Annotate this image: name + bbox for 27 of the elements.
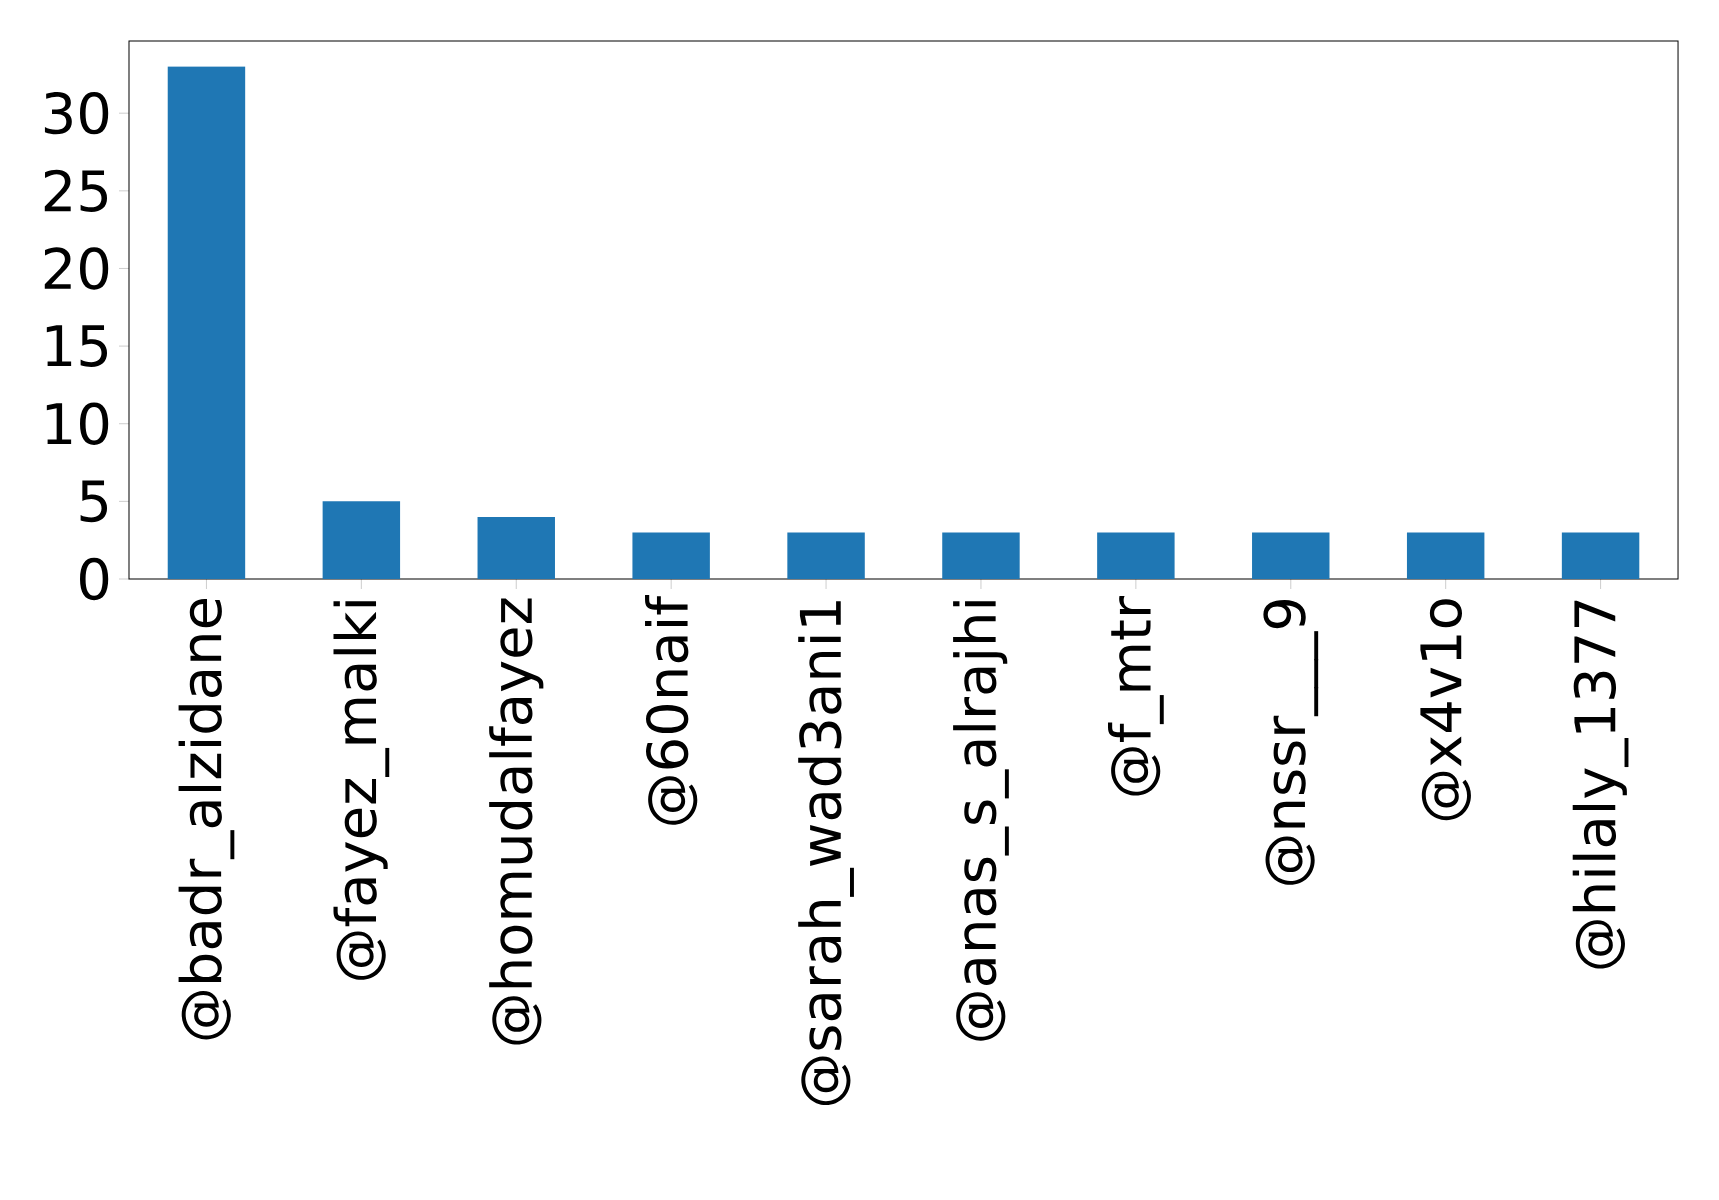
x-tick-label: @60naif xyxy=(645,595,698,825)
bar xyxy=(942,532,1020,580)
x-tick-label: @hilaly_1377 xyxy=(1572,600,1629,969)
x-tick-label: @sarah_wad3ani1 xyxy=(798,601,854,1105)
y-tick-label: 25 xyxy=(44,169,108,212)
y-tick-label: 30 xyxy=(44,92,109,135)
x-tick-label: @badr_alzidane xyxy=(178,598,235,1040)
x-tick-label: @f_mtr xyxy=(1108,596,1164,796)
bar xyxy=(1097,532,1175,580)
bar xyxy=(632,532,710,580)
bar xyxy=(322,501,401,580)
y-tick-label: 0 xyxy=(80,557,109,601)
x-tick-label: @nssr___9 xyxy=(1263,600,1319,885)
bar xyxy=(477,516,555,580)
bar xyxy=(1561,532,1640,580)
bar xyxy=(787,532,865,580)
bar xyxy=(1406,532,1485,580)
y-tick-label: 15 xyxy=(46,325,108,367)
x-tick-label: @fayez_malki xyxy=(333,601,390,980)
y-tick-label: 20 xyxy=(44,247,109,290)
x-tick-label: @anas_s_alrajhi xyxy=(953,601,1009,1041)
x-tick-label: @homudalfayez xyxy=(489,598,544,1045)
bar xyxy=(167,66,246,580)
y-tick-label: 5 xyxy=(80,480,108,523)
x-tick-label: @x4v1o xyxy=(1420,599,1471,821)
bar xyxy=(1252,532,1330,580)
y-tick-label: 10 xyxy=(46,402,109,445)
